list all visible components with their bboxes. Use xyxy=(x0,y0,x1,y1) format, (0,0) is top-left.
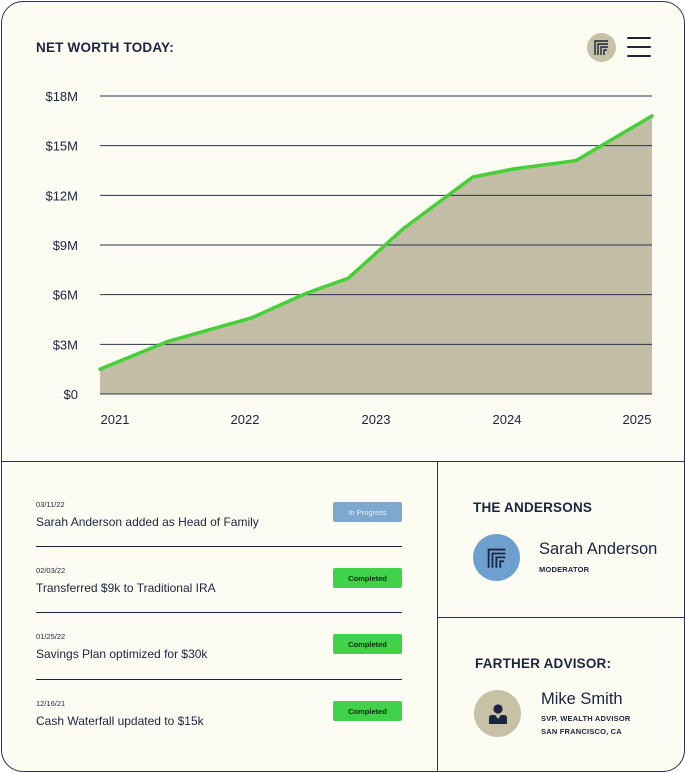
net-worth-line xyxy=(98,114,654,371)
x-tick-label: 2025 xyxy=(623,412,652,427)
y-tick-label: $3M xyxy=(53,337,78,352)
y-tick-label: $18M xyxy=(45,89,78,104)
y-tick-label: $6M xyxy=(53,288,78,303)
hamburger-menu-icon[interactable] xyxy=(627,37,651,57)
divider xyxy=(36,546,402,547)
advisor-location: SAN FRANCISCO, CA xyxy=(541,727,622,736)
activity-text: Cash Waterfall updated to $15k xyxy=(36,714,204,728)
activity-item[interactable]: 12/16/21 Cash Waterfall updated to $15k … xyxy=(36,699,402,759)
y-tick-label: $0 xyxy=(64,387,78,402)
net-worth-panel: NET WORTH TODAY: $0 $3M $6M $9M $12M $15M $18M… xyxy=(2,2,684,462)
status-badge[interactable]: In Progress xyxy=(333,502,402,522)
activity-item[interactable]: 02/03/22 Transferred $9k to Traditional … xyxy=(36,566,402,626)
member-role: MODERATOR xyxy=(539,565,590,574)
avatar[interactable] xyxy=(474,690,521,737)
divider xyxy=(36,679,402,680)
y-tick-label: $12M xyxy=(45,188,78,203)
net-worth-title: NET WORTH TODAY: xyxy=(36,40,174,55)
member-name[interactable]: Sarah Anderson xyxy=(539,540,658,558)
x-tick-label: 2024 xyxy=(493,412,522,427)
farther-logo-icon xyxy=(594,40,608,55)
person-icon xyxy=(488,703,507,724)
avatar[interactable] xyxy=(473,534,520,581)
activity-item[interactable]: 03/11/22 Sarah Anderson added as Head of… xyxy=(36,500,402,560)
farther-logo-icon xyxy=(487,548,505,568)
status-badge[interactable]: Completed xyxy=(333,568,402,588)
activity-text: Transferred $9k to Traditional IRA xyxy=(36,581,216,595)
activity-date: 02/03/22 xyxy=(36,566,66,575)
activity-date: 12/16/21 xyxy=(36,699,66,708)
family-panel: THE ANDERSONS Sarah Anderson MODERATOR xyxy=(438,462,684,618)
y-tick-label: $15M xyxy=(45,139,78,154)
x-tick-label: 2022 xyxy=(231,412,260,427)
activity-text: Savings Plan optimized for $30k xyxy=(36,647,208,661)
activity-feed: 03/11/22 Sarah Anderson added as Head of… xyxy=(2,462,438,771)
advisor-role: SVP, WEALTH ADVISOR xyxy=(541,714,631,723)
advisor-panel: FARTHER ADVISOR: Mike Smith SVP, WEALTH … xyxy=(438,618,684,771)
activity-date: 01/25/22 xyxy=(36,632,66,641)
family-title: THE ANDERSONS xyxy=(473,500,593,515)
activity-text: Sarah Anderson added as Head of Family xyxy=(36,515,259,529)
net-worth-chart: $0 $3M $6M $9M $12M $15M $18M 2021 2022 2023 2024 2… xyxy=(45,89,654,427)
advisor-title: FARTHER ADVISOR: xyxy=(475,656,612,671)
activity-date: 03/11/22 xyxy=(36,500,65,509)
status-badge[interactable]: Completed xyxy=(333,701,402,721)
status-badge[interactable]: Completed xyxy=(333,634,402,654)
divider xyxy=(36,612,402,613)
advisor-name[interactable]: Mike Smith xyxy=(541,690,623,708)
brand-logo[interactable] xyxy=(587,33,616,62)
x-tick-label: 2021 xyxy=(101,412,130,427)
x-tick-label: 2023 xyxy=(362,412,391,427)
y-tick-label: $9M xyxy=(53,238,78,253)
activity-item[interactable]: 01/25/22 Savings Plan optimized for $30k… xyxy=(36,632,402,692)
